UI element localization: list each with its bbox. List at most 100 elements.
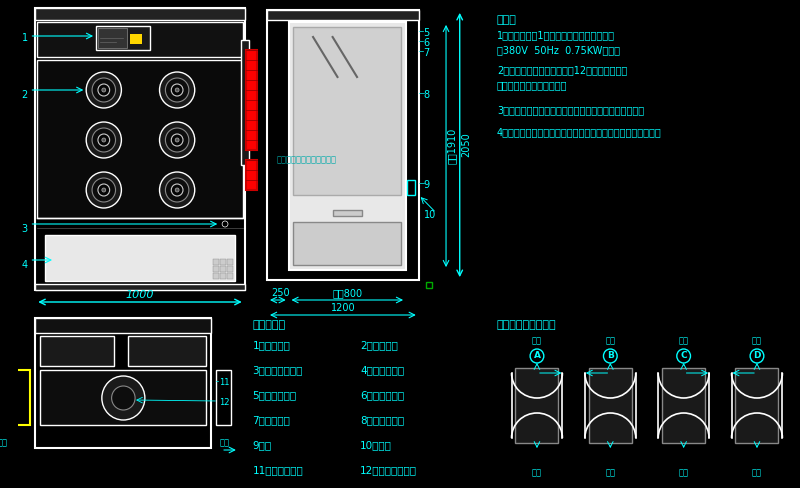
- Text: 2、气流喷嘴: 2、气流喷嘴: [360, 340, 398, 350]
- Text: 7、急停开关: 7、急停开关: [253, 415, 290, 425]
- Text: 12、内装式照明灯: 12、内装式照明灯: [360, 465, 417, 475]
- Circle shape: [86, 72, 122, 108]
- Text: 2、风淋室采用双面吹淋，配12个不锈钢喷嘴，: 2、风淋室采用双面吹淋，配12个不锈钢喷嘴，: [497, 65, 627, 75]
- Bar: [96, 26, 150, 50]
- Text: C: C: [680, 351, 687, 361]
- Text: 3、红外线感应器: 3、红外线感应器: [253, 365, 302, 375]
- Bar: [246, 160, 258, 190]
- Bar: [735, 368, 778, 443]
- Bar: [216, 370, 231, 425]
- Text: 入口: 入口: [678, 468, 689, 477]
- Text: 10、风机: 10、风机: [360, 440, 392, 450]
- Circle shape: [171, 84, 183, 96]
- Circle shape: [175, 88, 179, 92]
- Text: 6、工作指示灯: 6、工作指示灯: [360, 390, 404, 400]
- Bar: [35, 318, 211, 333]
- Text: 入口: 入口: [752, 468, 762, 477]
- Bar: [589, 368, 632, 443]
- Circle shape: [112, 386, 135, 410]
- Bar: [40, 370, 206, 425]
- Text: 出口: 出口: [678, 336, 689, 345]
- Text: 出门: 出门: [219, 438, 229, 447]
- Bar: [35, 8, 245, 20]
- Bar: [407, 180, 414, 195]
- Text: 1、控制面板: 1、控制面板: [253, 340, 290, 350]
- Text: B: B: [607, 351, 614, 361]
- Text: 7: 7: [423, 48, 430, 58]
- Text: 1000: 1000: [126, 290, 154, 300]
- Circle shape: [102, 188, 106, 192]
- Text: 8: 8: [423, 90, 430, 100]
- Bar: [515, 368, 558, 443]
- Bar: [294, 222, 401, 265]
- Bar: [128, 336, 206, 366]
- Bar: [220, 266, 226, 272]
- Text: 内空1910: 内空1910: [447, 128, 457, 164]
- Text: 8、高效过滤器: 8、高效过滤器: [360, 415, 404, 425]
- Text: 10: 10: [423, 210, 436, 220]
- Text: 12: 12: [219, 398, 230, 407]
- Text: 内空800: 内空800: [332, 288, 362, 298]
- Circle shape: [102, 88, 106, 92]
- Bar: [214, 273, 219, 279]
- Text: 3: 3: [22, 224, 28, 234]
- Bar: [38, 22, 242, 57]
- Bar: [289, 22, 406, 270]
- Bar: [294, 27, 401, 195]
- Text: 250: 250: [271, 288, 290, 298]
- Text: 9、门: 9、门: [253, 440, 271, 450]
- Text: 1200: 1200: [330, 303, 355, 313]
- Bar: [214, 266, 219, 272]
- Circle shape: [159, 172, 194, 208]
- Text: A: A: [534, 351, 541, 361]
- Bar: [426, 282, 432, 288]
- Bar: [246, 50, 258, 150]
- Text: 入口: 入口: [606, 468, 615, 477]
- Circle shape: [92, 78, 115, 102]
- Circle shape: [98, 134, 110, 146]
- Text: （380V  50Hz  0.75KW／台）: （380V 50Hz 0.75KW／台）: [497, 45, 620, 55]
- Bar: [267, 10, 418, 20]
- Text: 2050: 2050: [462, 133, 472, 157]
- Bar: [130, 34, 142, 44]
- Bar: [227, 259, 233, 265]
- Text: 6: 6: [423, 38, 430, 48]
- Circle shape: [86, 122, 122, 158]
- Bar: [241, 40, 249, 165]
- Text: 5、电源指示灯: 5、电源指示灯: [253, 390, 297, 400]
- Text: 出口: 出口: [606, 336, 615, 345]
- Bar: [8, 398, 16, 410]
- Circle shape: [86, 172, 122, 208]
- Text: 可以达到很好的吹淋效果；: 可以达到很好的吹淋效果；: [497, 80, 567, 90]
- Circle shape: [175, 138, 179, 142]
- Text: 5: 5: [423, 28, 430, 38]
- Text: 开门方向：任选一种: 开门方向：任选一种: [497, 320, 557, 330]
- Circle shape: [102, 138, 106, 142]
- Bar: [8, 378, 16, 390]
- Text: 广州煌净净化设备有限公司: 广州煌净净化设备有限公司: [277, 155, 337, 164]
- Text: 2: 2: [22, 90, 28, 100]
- Bar: [267, 10, 418, 280]
- Circle shape: [92, 128, 115, 152]
- Text: 1: 1: [22, 33, 28, 43]
- Bar: [38, 60, 242, 218]
- Text: 9: 9: [423, 180, 430, 190]
- Circle shape: [159, 72, 194, 108]
- Bar: [98, 28, 127, 48]
- Bar: [227, 273, 233, 279]
- Bar: [35, 284, 245, 290]
- Bar: [214, 259, 219, 265]
- Bar: [16, 370, 30, 425]
- Bar: [662, 368, 705, 443]
- Text: 出口: 出口: [752, 336, 762, 345]
- Circle shape: [102, 376, 145, 420]
- Circle shape: [166, 128, 189, 152]
- Text: 入口: 入口: [532, 468, 542, 477]
- Text: 4、初级过滤器: 4、初级过滤器: [360, 365, 404, 375]
- Circle shape: [175, 188, 179, 192]
- Bar: [227, 266, 233, 272]
- Text: 4、如无其它特殊说明，加工工艺及配置均按本公司标准制作。: 4、如无其它特殊说明，加工工艺及配置均按本公司标准制作。: [497, 127, 662, 137]
- Text: 说明：: 说明：: [497, 15, 517, 25]
- Text: 11、自动闭门器: 11、自动闭门器: [253, 465, 303, 475]
- Bar: [220, 259, 226, 265]
